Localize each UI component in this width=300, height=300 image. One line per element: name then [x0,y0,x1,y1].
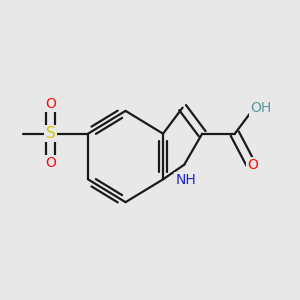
Text: O: O [45,97,56,111]
Text: OH: OH [250,100,272,115]
Text: S: S [46,126,56,141]
Text: O: O [247,158,258,172]
Text: NH: NH [176,173,196,187]
Text: O: O [45,156,56,170]
